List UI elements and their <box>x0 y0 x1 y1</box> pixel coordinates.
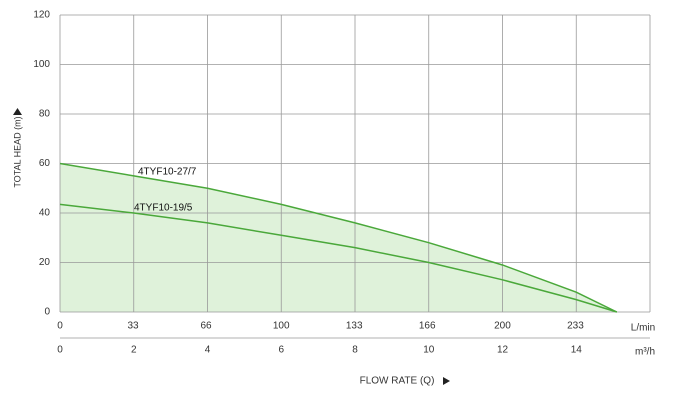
y-tick-label: 40 <box>39 208 51 219</box>
x-tick-label: 0 <box>57 345 63 356</box>
x2-tick-label: 233 <box>567 321 584 332</box>
x-tick-label: 2 <box>131 345 137 356</box>
x-tick-label: 12 <box>497 345 509 356</box>
curve <box>59 203 618 313</box>
y-tick-label: 0 <box>44 307 50 318</box>
y-tick-label: 120 <box>33 10 50 21</box>
y-tick-label: 20 <box>39 257 51 268</box>
x-tick-label: 4 <box>205 345 211 356</box>
x2-tick-label: 100 <box>273 321 290 332</box>
x-tick-label: 6 <box>278 345 284 356</box>
y-arrow <box>13 108 22 115</box>
y-tick-label: 80 <box>39 109 51 120</box>
x2-tick-label: 33 <box>127 321 139 332</box>
x-tick-label: 14 <box>571 345 583 356</box>
series-label: 4TYF10-19/5 <box>134 203 193 214</box>
x-tick-label: 10 <box>423 345 435 356</box>
x2-tick-label: 200 <box>494 321 511 332</box>
x-axis-label: FLOW RATE (Q) <box>360 376 435 387</box>
series-label: 4TYF10-27/7 <box>138 167 197 178</box>
x2-tick-label: 166 <box>419 321 436 332</box>
y-axis-label: TOTAL HEAD (m) <box>12 116 22 187</box>
x2-tick-label: 0 <box>57 321 63 332</box>
x-arrow <box>443 377 450 385</box>
y-tick-label: 60 <box>39 158 51 169</box>
x2-tick-label: 66 <box>200 321 212 332</box>
x-tick-label: 8 <box>352 345 358 356</box>
x2-unit: L/min <box>631 323 655 334</box>
curve <box>59 162 618 313</box>
x-unit: m³/h <box>635 347 655 358</box>
area <box>60 163 617 312</box>
x2-tick-label: 133 <box>346 321 363 332</box>
y-tick-label: 100 <box>33 59 50 70</box>
